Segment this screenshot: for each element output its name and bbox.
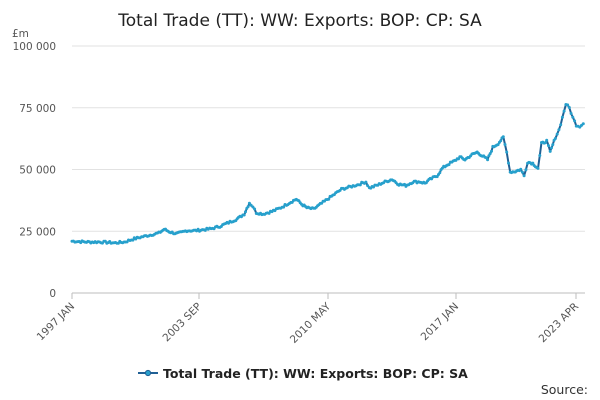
- data-point[interactable]: [524, 168, 528, 172]
- data-point[interactable]: [507, 161, 510, 165]
- y-axis-unit: £m: [12, 28, 29, 40]
- data-point[interactable]: [246, 205, 250, 209]
- data-point[interactable]: [282, 205, 286, 209]
- gridlines: [72, 45, 585, 232]
- y-tick-label: 75 000: [19, 103, 56, 115]
- data-point[interactable]: [571, 115, 575, 119]
- data-point[interactable]: [522, 174, 526, 178]
- data-point[interactable]: [366, 184, 370, 188]
- data-point[interactable]: [553, 137, 557, 140]
- data-point[interactable]: [358, 183, 362, 187]
- data-point[interactable]: [488, 152, 492, 156]
- data-point[interactable]: [499, 139, 503, 143]
- y-axis-ticks: 0 25 000 50 000 75 000 100 000: [13, 41, 56, 300]
- legend-entry: Total Trade (TT): WW: Exports: BOP: CP: …: [163, 366, 468, 381]
- data-point[interactable]: [519, 167, 523, 171]
- data-point[interactable]: [364, 180, 368, 184]
- source-label: Source:: [541, 382, 588, 397]
- data-point[interactable]: [447, 163, 451, 167]
- data-point[interactable]: [567, 106, 571, 109]
- data-point[interactable]: [253, 207, 257, 211]
- data-point[interactable]: [547, 144, 550, 148]
- data-point[interactable]: [545, 138, 549, 142]
- data-point[interactable]: [555, 132, 559, 136]
- y-tick-label: 100 000: [13, 41, 56, 53]
- data-point[interactable]: [242, 213, 246, 217]
- x-tick-label: 2023 APR: [537, 301, 581, 345]
- x-tick-label: 1997 JAN: [35, 301, 77, 343]
- data-point[interactable]: [244, 210, 247, 214]
- data-point[interactable]: [569, 112, 573, 115]
- data-point[interactable]: [327, 197, 331, 201]
- data-point[interactable]: [536, 166, 540, 170]
- data-point[interactable]: [503, 143, 507, 146]
- x-tick-label: 2003 SEP: [160, 301, 204, 345]
- y-tick-label: 25 000: [19, 226, 56, 238]
- series-line: [71, 103, 584, 245]
- data-point[interactable]: [486, 158, 490, 162]
- x-tick-label: 2017 JAN: [419, 301, 461, 343]
- data-point[interactable]: [543, 141, 547, 145]
- data-point[interactable]: [573, 119, 577, 123]
- x-tick-label: 2010 MAY: [288, 300, 334, 346]
- data-point[interactable]: [251, 205, 255, 209]
- data-point[interactable]: [247, 201, 251, 205]
- legend[interactable]: Total Trade (TT): WW: Exports: BOP: CP: …: [138, 366, 468, 381]
- data-point[interactable]: [438, 171, 442, 175]
- data-point[interactable]: [557, 128, 561, 132]
- y-tick-label: 50 000: [19, 165, 56, 177]
- data-point[interactable]: [560, 115, 564, 119]
- legend-marker-swatch: [144, 369, 152, 377]
- x-axis-ticks: 1997 JAN 2003 SEP 2010 MAY 2017 JAN 2023 APR: [35, 293, 581, 346]
- y-tick-label: 0: [49, 288, 56, 300]
- data-point[interactable]: [457, 157, 460, 161]
- chart-title: Total Trade (TT): WW: Exports: BOP: CP: …: [117, 11, 482, 31]
- data-point[interactable]: [551, 143, 555, 147]
- data-point[interactable]: [496, 143, 500, 147]
- data-point[interactable]: [550, 146, 553, 150]
- data-point[interactable]: [538, 154, 542, 157]
- data-point[interactable]: [581, 122, 585, 126]
- data-point[interactable]: [131, 238, 135, 242]
- data-point[interactable]: [562, 109, 566, 113]
- series-group: [70, 103, 585, 245]
- data-point[interactable]: [490, 149, 493, 153]
- data-point[interactable]: [559, 123, 563, 127]
- data-point[interactable]: [566, 103, 570, 107]
- data-point[interactable]: [531, 161, 535, 165]
- data-point[interactable]: [203, 228, 207, 232]
- data-point[interactable]: [501, 135, 505, 139]
- data-point[interactable]: [548, 149, 552, 153]
- data-point[interactable]: [505, 150, 509, 154]
- data-point[interactable]: [520, 170, 524, 174]
